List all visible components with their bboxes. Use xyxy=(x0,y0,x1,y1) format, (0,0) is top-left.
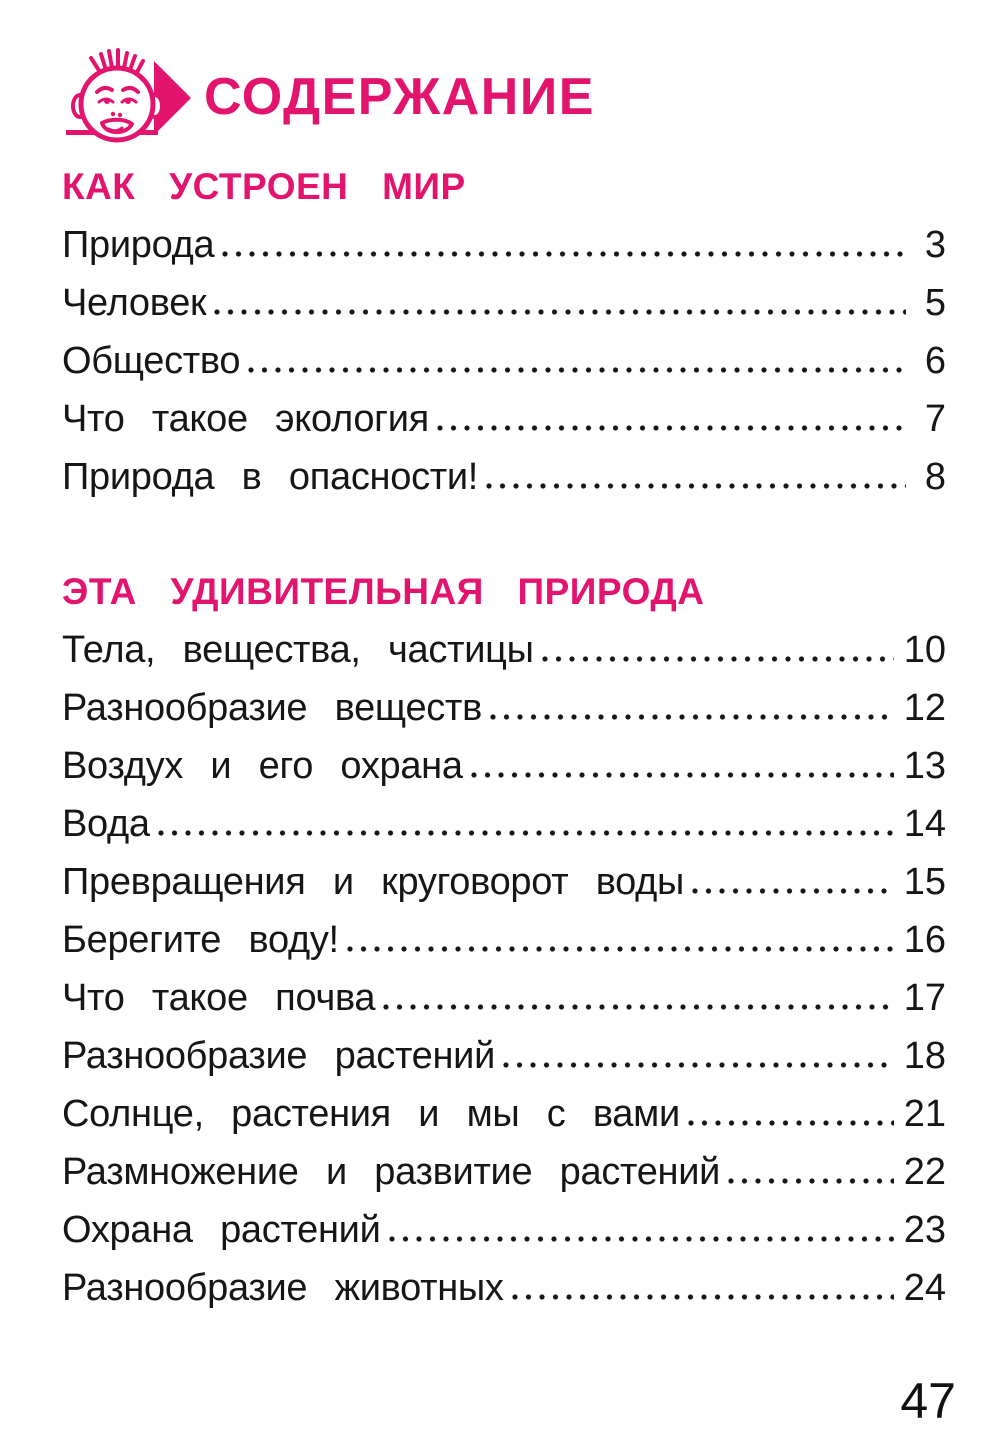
page-number: 47 xyxy=(900,1373,956,1429)
toc-entry-title: Природа xyxy=(62,224,215,266)
toc-entry-page: 17 xyxy=(903,977,946,1019)
toc-sections: КАК УСТРОЕН МИР Природа 3 Человек 5 Обще… xyxy=(62,164,946,1317)
dot-leader-icon xyxy=(687,1120,894,1126)
toc-entry-row: Что такое почва 17 xyxy=(62,969,946,1027)
toc-entry-page: 12 xyxy=(903,687,946,729)
toc-entry-page: 7 xyxy=(924,398,946,440)
toc-section: ЭТА УДИВИТЕЛЬНАЯ ПРИРОДА Тела, вещества,… xyxy=(62,569,946,1317)
toc-entry-row: Размножение и развитие растений 22 xyxy=(62,1143,946,1201)
dot-leader-icon xyxy=(388,1236,894,1242)
toc-entry-title: Охрана растений xyxy=(62,1209,381,1251)
toc-entry-row: Общество 6 xyxy=(62,332,946,390)
toc-entry-title: Вода xyxy=(62,803,150,845)
child-face-arrow-icon xyxy=(62,48,194,160)
toc-entry-title: Превращения и круговорот воды xyxy=(62,861,685,903)
dot-leader-icon xyxy=(222,251,906,257)
toc-entry-row: Разнообразие животных 24 xyxy=(62,1259,946,1317)
toc-entry-page: 3 xyxy=(924,224,946,266)
toc-entry-page: 10 xyxy=(903,629,946,671)
dot-leader-icon xyxy=(511,1294,894,1300)
toc-entry-title: Разнообразие растений xyxy=(62,1035,496,1077)
toc-entry-row: Берегите воду! 16 xyxy=(62,911,946,969)
dot-leader-icon xyxy=(692,888,894,894)
toc-section: КАК УСТРОЕН МИР Природа 3 Человек 5 Обще… xyxy=(62,164,946,506)
toc-entry-title: Размножение и развитие растений xyxy=(62,1151,721,1193)
dot-leader-icon xyxy=(346,946,894,952)
page-header: СОДЕРЖАНИЕ xyxy=(62,48,946,160)
toc-entry-page: 5 xyxy=(924,282,946,324)
toc-entry-page: 14 xyxy=(903,803,946,845)
toc-entry-title: Солнце, растения и мы с вами xyxy=(62,1093,680,1135)
section-entries: Природа 3 Человек 5 Общество 6 Что такое… xyxy=(62,216,946,506)
toc-entry-page: 8 xyxy=(924,456,946,498)
toc-entry-page: 13 xyxy=(903,745,946,787)
toc-entry-title: Берегите воду! xyxy=(62,919,339,961)
dot-leader-icon xyxy=(157,830,894,836)
section-heading: ЭТА УДИВИТЕЛЬНАЯ ПРИРОДА xyxy=(62,571,705,612)
toc-entry-row: Что такое экология 7 xyxy=(62,390,946,448)
toc-entry-row: Тела, вещества, частицы 10 xyxy=(62,621,946,679)
toc-entry-row: Природа 3 xyxy=(62,216,946,274)
section-entries: Тела, вещества, частицы 10 Разнообразие … xyxy=(62,621,946,1317)
toc-entry-row: Разнообразие растений 18 xyxy=(62,1027,946,1085)
dot-leader-icon xyxy=(214,309,906,315)
toc-entry-page: 16 xyxy=(903,919,946,961)
toc-entry-title: Человек xyxy=(62,282,207,324)
toc-entry-row: Природа в опасности! 8 xyxy=(62,448,946,506)
toc-entry-title: Разнообразие веществ xyxy=(62,687,482,729)
toc-entry-title: Что такое экология xyxy=(62,398,429,440)
dot-leader-icon xyxy=(541,656,894,662)
toc-entry-row: Разнообразие веществ 12 xyxy=(62,679,946,737)
dot-leader-icon xyxy=(436,425,906,431)
toc-entry-page: 23 xyxy=(903,1209,946,1251)
toc-entry-page: 24 xyxy=(903,1267,946,1309)
toc-entry-title: Воздух и его охрана xyxy=(62,745,463,787)
toc-entry-row: Превращения и круговорот воды 15 xyxy=(62,853,946,911)
toc-entry-page: 18 xyxy=(903,1035,946,1077)
page-title: СОДЕРЖАНИЕ xyxy=(204,68,595,126)
toc-entry-row: Воздух и его охрана 13 xyxy=(62,737,946,795)
toc-entry-row: Вода 14 xyxy=(62,795,946,853)
toc-entry-title: Природа в опасности! xyxy=(62,456,479,498)
dot-leader-icon xyxy=(503,1062,894,1068)
section-heading: КАК УСТРОЕН МИР xyxy=(62,166,466,207)
dot-leader-icon xyxy=(383,1004,894,1010)
toc-entry-page: 21 xyxy=(903,1093,946,1135)
dot-leader-icon xyxy=(486,483,906,489)
toc-entry-row: Человек 5 xyxy=(62,274,946,332)
dot-leader-icon xyxy=(470,772,894,778)
toc-entry-row: Солнце, растения и мы с вами 21 xyxy=(62,1085,946,1143)
toc-entry-page: 15 xyxy=(903,861,946,903)
toc-entry-page: 6 xyxy=(924,340,946,382)
toc-entry-row: Охрана растений 23 xyxy=(62,1201,946,1259)
toc-entry-title: Разнообразие животных xyxy=(62,1267,504,1309)
dot-leader-icon xyxy=(248,367,906,373)
toc-entry-title: Что такое почва xyxy=(62,977,376,1019)
toc-entry-title: Общество xyxy=(62,340,241,382)
toc-entry-page: 22 xyxy=(903,1151,946,1193)
dot-leader-icon xyxy=(489,714,894,720)
toc-entry-title: Тела, вещества, частицы xyxy=(62,629,534,671)
dot-leader-icon xyxy=(728,1178,894,1184)
